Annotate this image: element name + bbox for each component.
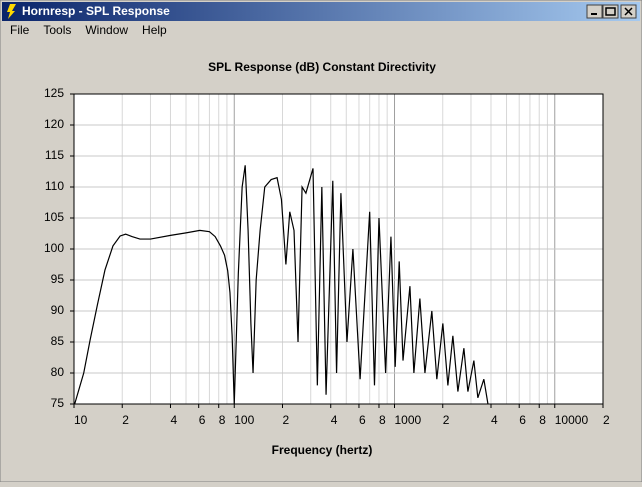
minimize-button[interactable] <box>586 4 603 19</box>
x-tick-label: 6 <box>359 413 366 427</box>
x-tick-label: 4 <box>331 413 338 427</box>
y-tick-label: 105 <box>44 210 64 224</box>
spl-line <box>74 165 489 405</box>
y-tick-label: 80 <box>51 365 65 379</box>
window-buttons[interactable] <box>586 4 637 19</box>
y-tick-label: 100 <box>44 241 64 255</box>
plot-border <box>73 93 604 405</box>
x-tick-label: 6 <box>519 413 526 427</box>
app-icon <box>7 4 16 19</box>
menu-item[interactable]: File <box>10 23 30 37</box>
menu-item[interactable]: Window <box>85 23 128 37</box>
x-tick-label: 6 <box>199 413 206 427</box>
x-axis-label: Frequency (hertz) <box>272 443 373 457</box>
x-tick-label: 10 <box>74 413 88 427</box>
menu-bar: File Tools Window Help <box>10 23 167 37</box>
y-tick-label: 95 <box>51 272 65 286</box>
minimize-icon <box>591 13 597 15</box>
window-title: Hornresp - SPL Response <box>22 4 170 18</box>
x-tick-label: 2 <box>603 413 610 427</box>
x-tick-label: 10000 <box>555 413 589 427</box>
x-tick-label: 8 <box>539 413 546 427</box>
close-icon <box>624 7 633 16</box>
y-tick-label: 115 <box>45 148 64 162</box>
y-tick-label: 110 <box>45 179 64 193</box>
x-tick-label: 4 <box>170 413 177 427</box>
y-tick-label: 85 <box>51 334 65 348</box>
x-tick-label: 2 <box>282 413 289 427</box>
grid <box>74 93 603 405</box>
x-tick-label: 4 <box>491 413 498 427</box>
menu-item[interactable]: Tools <box>43 23 71 37</box>
y-tick-label: 120 <box>44 117 64 131</box>
x-tick-label: 2 <box>443 413 450 427</box>
y-tick-label: 90 <box>51 303 65 317</box>
menu-item[interactable]: Help <box>142 23 167 37</box>
x-tick-label: 100 <box>234 413 254 427</box>
x-tick-label: 8 <box>219 413 226 427</box>
x-tick-label: 2 <box>122 413 129 427</box>
maximize-icon <box>605 7 616 16</box>
chart-title: SPL Response (dB) Constant Directivity <box>208 60 436 74</box>
y-tick-label: 125 <box>44 86 64 100</box>
x-tick-label: 8 <box>379 413 386 427</box>
x-tick-label: 1000 <box>395 413 422 427</box>
title-bar <box>2 2 640 21</box>
y-tick-label: 75 <box>51 396 65 410</box>
